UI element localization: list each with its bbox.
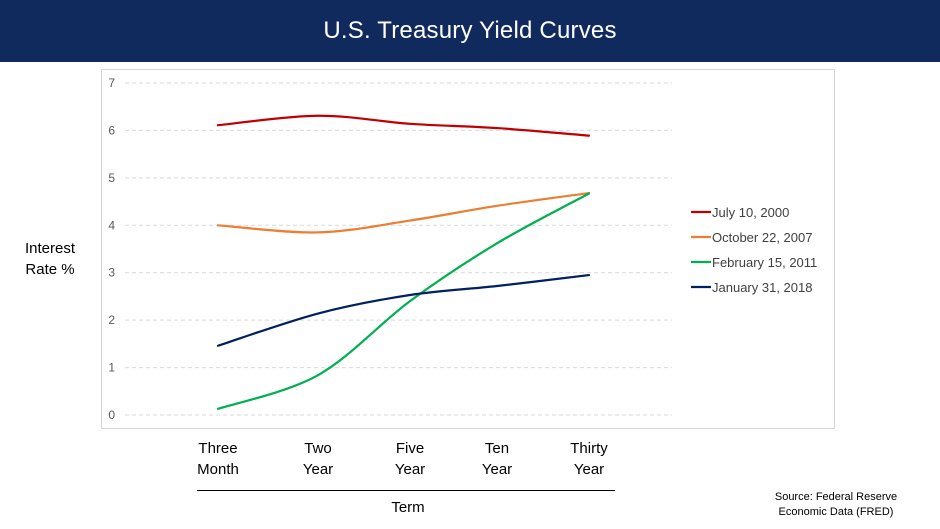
x-axis-label: Term [391,499,425,516]
source-line1: Source: Federal Reserve [774,491,898,503]
chart-title: U.S. Treasury Yield Curves [323,17,617,44]
source-line2: Economic Data (FRED) [778,506,894,518]
legend-label: January 31, 2018 [712,280,812,295]
x-category-label: Two Year [302,440,334,478]
y-tick-label: 5 [108,171,115,185]
source-note: Source: Federal Reserve Economic Data (F… [736,490,936,520]
x-category-label: Thirty Year [570,440,608,478]
y-tick-label: 2 [108,313,115,327]
y-tick-label: 0 [108,408,115,422]
series-line [216,273,591,347]
y-axis-label: Interest Rate % [14,238,86,280]
x-category-label: Ten Year [481,440,513,478]
x-category-label: Three Month [197,440,239,478]
y-axis-label-line2: Rate % [25,261,75,278]
series-line [216,191,591,234]
x-axis-bracket-line [197,490,615,491]
legend-label: July 10, 2000 [712,205,789,220]
series-line [216,192,591,410]
legend-label: October 22, 2007 [712,230,812,245]
title-bar: U.S. Treasury Yield Curves [0,0,940,62]
x-category-label: Five Year [394,440,426,478]
y-tick-label: 7 [108,76,115,90]
series-line [216,114,591,137]
y-tick-label: 1 [108,361,115,375]
y-tick-label: 4 [108,218,115,232]
y-tick-label: 3 [108,266,115,280]
plot-area-frame [101,69,835,429]
y-tick-label: 6 [108,123,115,137]
y-axis-label-line1: Interest [24,240,76,257]
legend-label: February 15, 2011 [712,255,817,270]
